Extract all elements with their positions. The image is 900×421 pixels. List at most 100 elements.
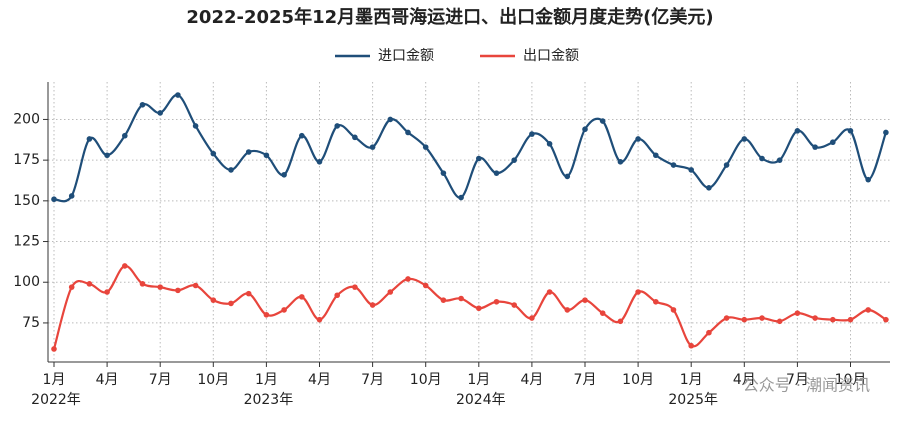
data-point	[210, 150, 217, 157]
data-point	[334, 292, 341, 299]
x-tick-label: 10月	[197, 372, 229, 388]
data-point	[263, 311, 270, 318]
data-point	[599, 310, 606, 316]
data-point	[812, 315, 818, 321]
data-point	[352, 284, 358, 290]
data-point	[387, 289, 394, 295]
data-point	[688, 342, 694, 349]
data-point	[263, 152, 270, 159]
legend-label: 出口金额	[523, 48, 579, 64]
data-point	[228, 300, 234, 307]
data-point	[281, 171, 287, 178]
data-point	[175, 92, 181, 98]
data-point	[883, 129, 889, 136]
data-point	[476, 155, 482, 162]
data-point	[865, 176, 871, 183]
data-point	[440, 297, 447, 303]
data-point	[830, 139, 836, 146]
data-point	[653, 298, 659, 305]
year-label: 2025年	[668, 392, 718, 408]
data-point	[458, 194, 464, 201]
year-label: 2024年	[456, 392, 506, 408]
x-tick-label: 7月	[574, 372, 597, 388]
series-line	[52, 264, 887, 350]
data-point	[157, 110, 163, 116]
data-point	[86, 136, 93, 142]
data-point	[405, 129, 411, 136]
data-point	[316, 316, 323, 323]
x-tick-label: 10月	[410, 372, 442, 388]
data-point	[741, 316, 748, 323]
data-point	[51, 346, 57, 352]
data-point	[812, 144, 818, 150]
data-point	[122, 132, 128, 139]
data-point	[369, 144, 376, 150]
data-point	[493, 170, 500, 176]
data-point	[582, 297, 588, 303]
year-label: 2023年	[244, 392, 294, 408]
data-point	[440, 170, 447, 176]
y-tick-label: 175	[13, 152, 40, 168]
data-point	[529, 131, 535, 137]
data-point	[228, 167, 234, 173]
data-point	[68, 284, 75, 290]
data-point	[759, 315, 765, 321]
year-label: 2022年	[31, 392, 81, 408]
y-tick-label: 100	[13, 274, 40, 290]
x-tick-label: 1月	[255, 372, 278, 388]
data-point	[635, 289, 641, 295]
x-tick-label: 1月	[680, 372, 703, 388]
x-tick-label: 10月	[835, 372, 867, 388]
data-point	[157, 284, 163, 290]
data-point	[299, 132, 305, 139]
data-point	[245, 290, 252, 297]
x-tick-label: 7月	[149, 372, 172, 388]
data-point	[210, 297, 217, 303]
data-point	[688, 167, 694, 173]
data-point	[776, 318, 783, 325]
x-tick-label: 4月	[733, 372, 756, 388]
data-point	[847, 128, 854, 134]
data-point	[794, 128, 801, 134]
data-point	[139, 281, 146, 287]
data-point	[387, 116, 394, 123]
chart-title: 2022-2025年12月墨西哥海运进口、出口金额月度走势(亿美元)	[186, 6, 713, 28]
x-tick-label: 7月	[361, 372, 384, 388]
x-tick-label: 4月	[96, 372, 119, 388]
data-point	[104, 152, 110, 159]
data-point	[830, 316, 836, 323]
data-point	[653, 152, 659, 159]
data-point	[529, 315, 535, 321]
legend-label: 进口金额	[378, 48, 434, 64]
data-point	[546, 289, 553, 295]
data-point	[741, 136, 748, 142]
data-point	[723, 315, 730, 321]
data-point	[847, 316, 854, 323]
data-point	[635, 136, 641, 142]
data-point	[599, 118, 606, 124]
data-point	[68, 193, 75, 199]
data-point	[865, 307, 871, 313]
data-point	[458, 295, 464, 302]
x-tick-label: 7月	[786, 372, 809, 388]
x-tick-label: 1月	[43, 372, 66, 388]
data-point	[422, 144, 429, 150]
data-point	[405, 276, 411, 282]
data-point	[794, 310, 801, 316]
y-tick-label: 150	[13, 193, 40, 209]
x-tick-label: 4月	[520, 372, 543, 388]
data-point	[175, 287, 181, 294]
data-point	[582, 126, 588, 133]
data-point	[299, 294, 305, 300]
data-point	[670, 162, 677, 168]
x-tick-label: 1月	[467, 372, 490, 388]
data-point	[51, 196, 57, 203]
y-tick-label: 75	[22, 315, 40, 331]
watermark: 公众号 · 潮闻资讯	[743, 376, 870, 395]
data-point	[192, 123, 199, 129]
data-point	[476, 305, 482, 312]
data-point	[281, 307, 287, 313]
data-point	[369, 302, 376, 308]
